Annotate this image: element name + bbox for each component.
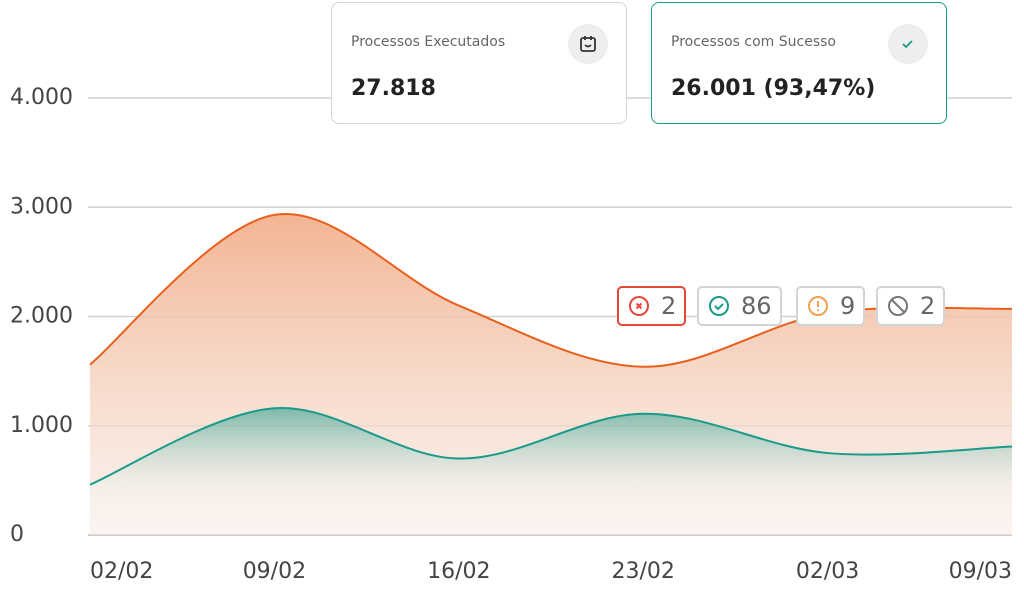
y-tick-label: 4.000: [10, 85, 73, 110]
badge-count: 2: [920, 292, 936, 320]
status-badge: 2: [617, 286, 687, 326]
card-value: 26.001 (93,47%): [671, 76, 876, 101]
y-tick-label: 0: [10, 522, 24, 547]
card-icon: [888, 24, 928, 64]
y-tick-label: 1.000: [10, 413, 73, 438]
icon: [902, 40, 913, 49]
card: Processos Executados 27.818: [331, 2, 627, 124]
badge-count: 86: [741, 292, 772, 320]
card: Processos com Sucesso 26.001 (93,47%): [651, 2, 947, 124]
x-tick-label: 09/03: [949, 559, 1012, 584]
x-tick-label: 09/02: [243, 559, 306, 584]
x-tick-label: 02/03: [796, 559, 859, 584]
status-icon: [808, 296, 828, 316]
card-value: 27.818: [351, 76, 436, 101]
status-icon: [888, 296, 908, 316]
icon: [580, 36, 596, 52]
x-tick-label: 16/02: [427, 559, 490, 584]
status-icon: [709, 296, 729, 316]
y-tick-label: 2.000: [10, 304, 73, 329]
area-fill: [90, 408, 1012, 535]
card-label: Processos Executados: [351, 34, 506, 50]
x-tick-label: 23/02: [611, 559, 674, 584]
status-badge: 86: [697, 286, 782, 326]
y-tick-label: 3.000: [10, 194, 73, 219]
badge-count: 2: [661, 292, 677, 320]
card-label: Processos com Sucesso: [671, 34, 836, 50]
badge-count: 9: [840, 292, 856, 320]
status-icon: [629, 296, 649, 316]
status-badge: 9: [796, 286, 866, 326]
card-icon: [568, 24, 608, 64]
x-tick-label: 02/02: [90, 559, 153, 584]
line: [89, 407, 1013, 486]
status-badge: 2: [876, 286, 946, 326]
